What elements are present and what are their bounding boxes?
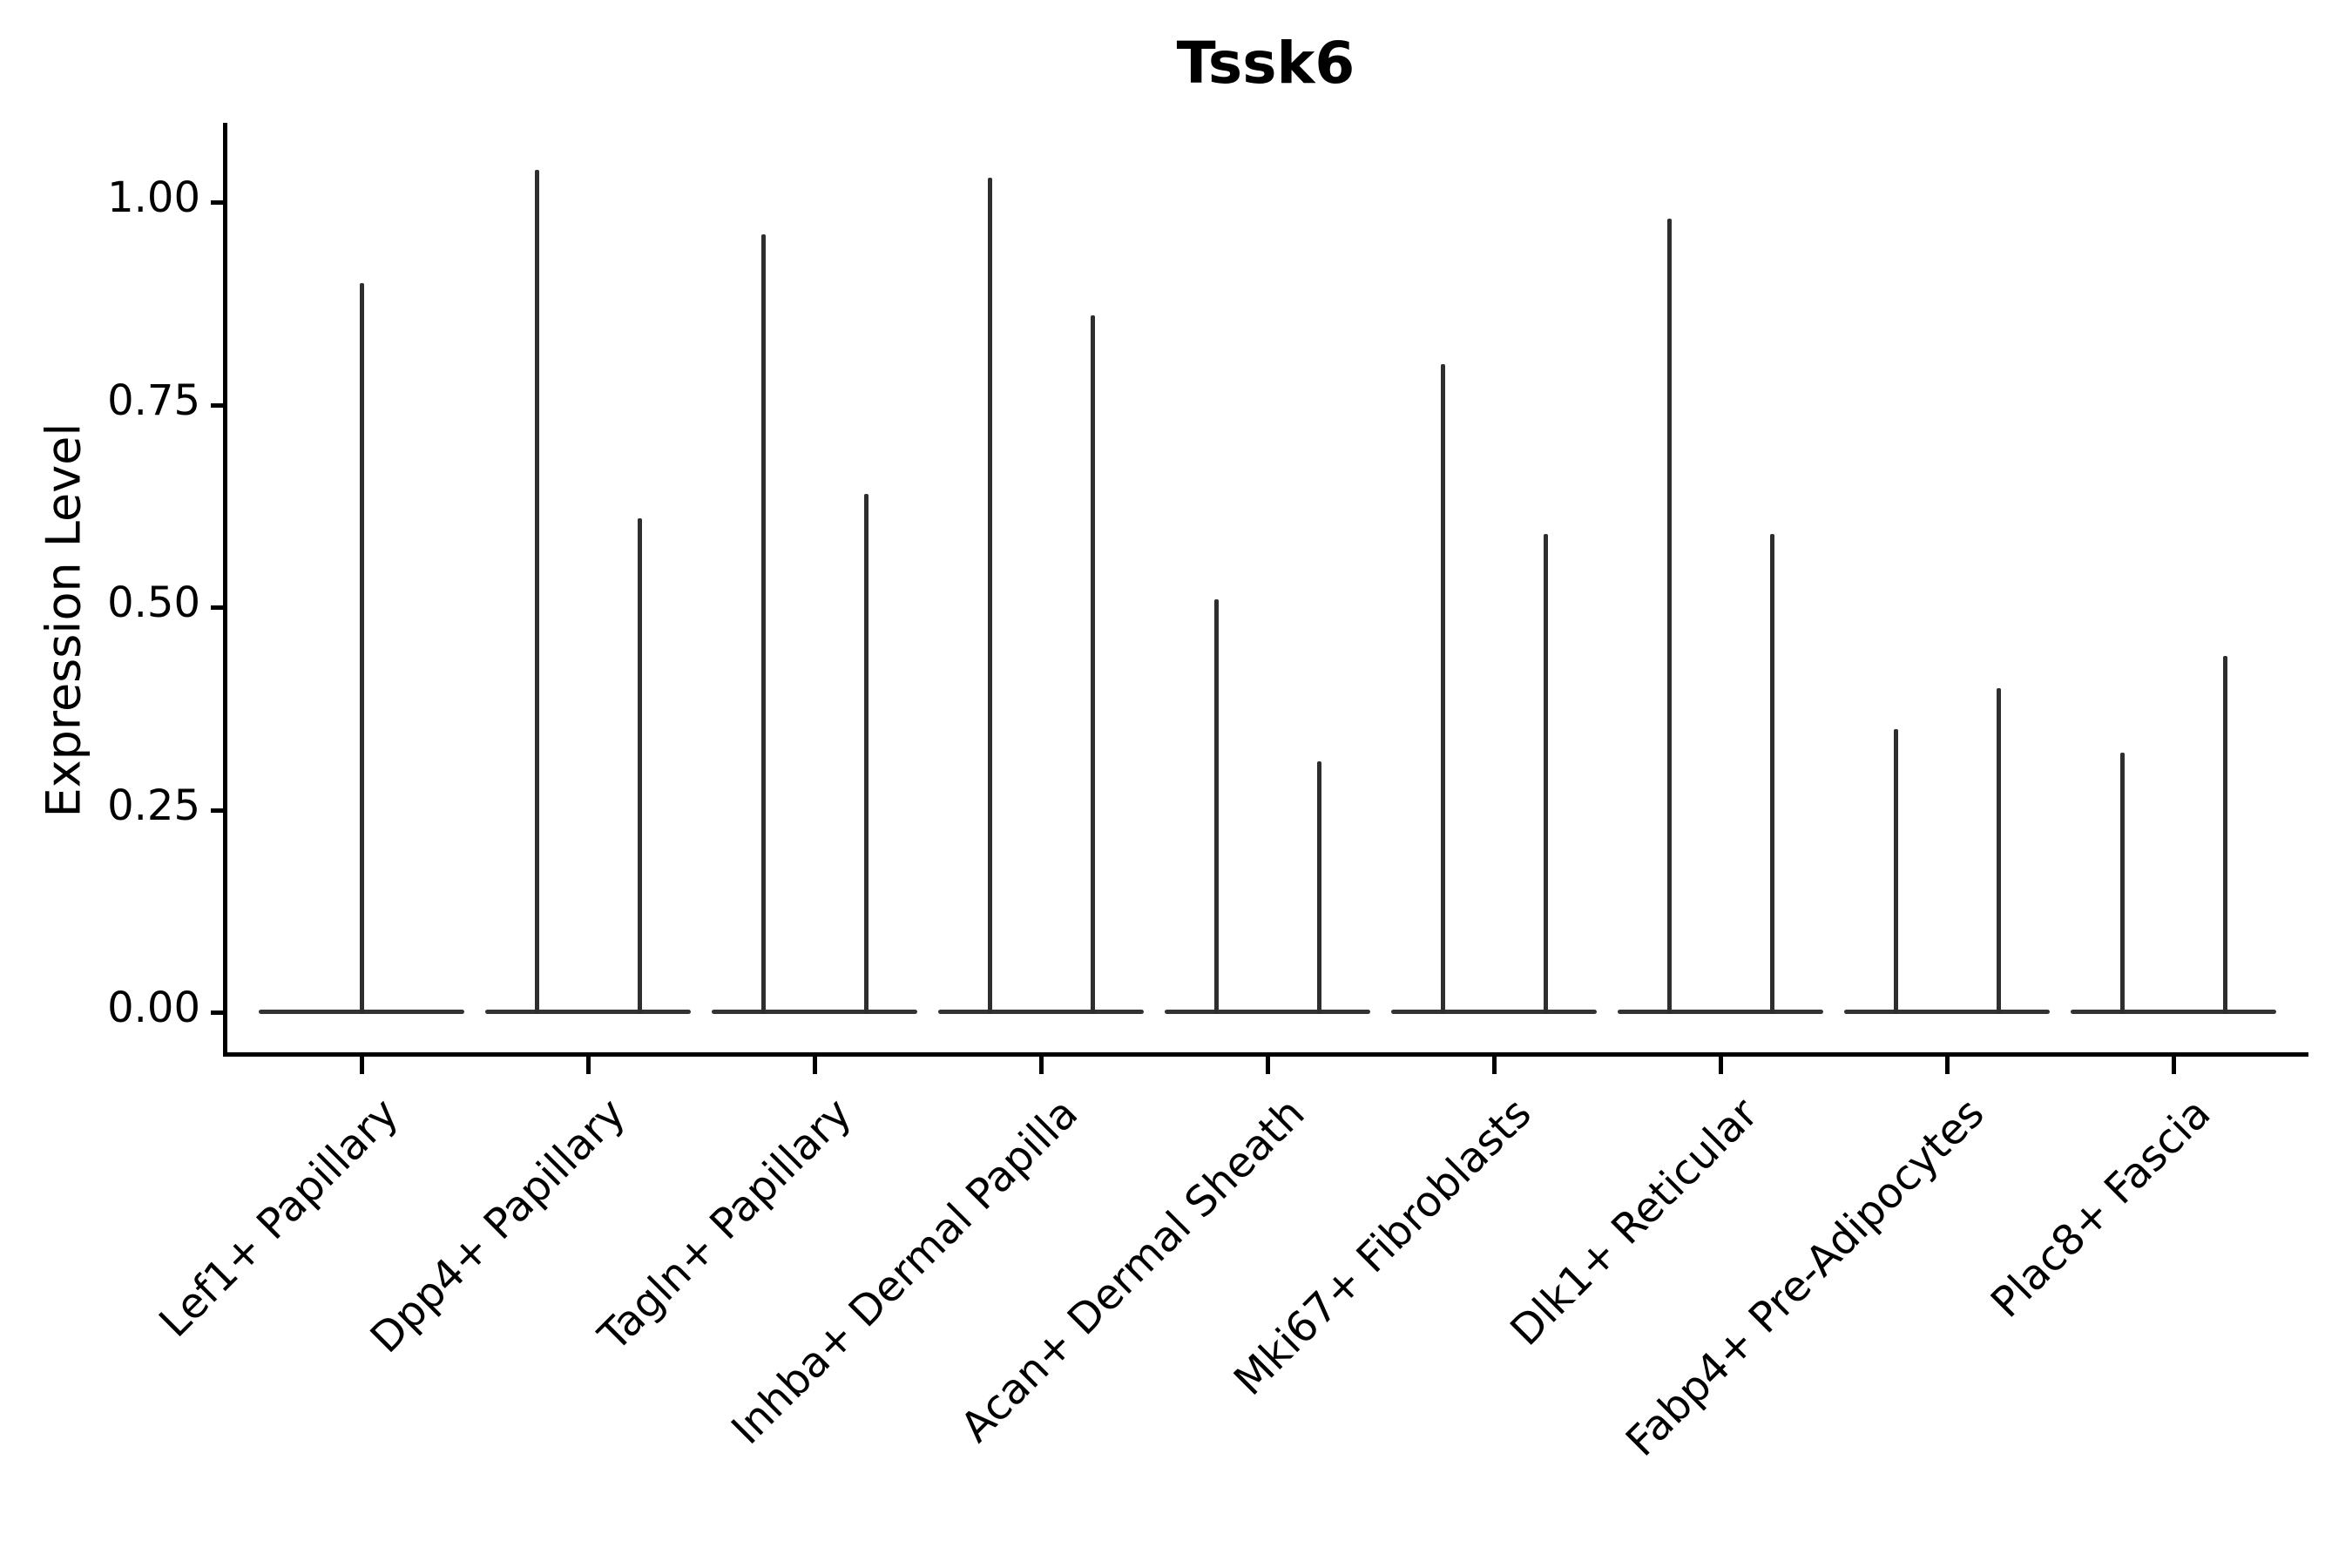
violin-spike (1090, 315, 1095, 1014)
x-tick-mark (586, 1055, 591, 1074)
x-tick-mark (360, 1055, 364, 1074)
chart-title: Tssk6 (1176, 30, 1355, 97)
violin-spike (2222, 655, 2227, 1014)
x-category-label: Dlk1+ Reticular (1500, 1089, 1767, 1355)
x-tick-mark (2172, 1055, 2176, 1074)
violin-spike (1440, 364, 1445, 1014)
y-tick-label: 1.00 (107, 173, 200, 222)
x-tick-mark (1945, 1055, 1950, 1074)
violin-base (1618, 1010, 1823, 1014)
x-axis-line (223, 1052, 2308, 1057)
x-tick-mark (1266, 1055, 1270, 1074)
x-tick-mark (1719, 1055, 1723, 1074)
violin-spike (760, 234, 766, 1014)
violin-spike (1893, 728, 1898, 1014)
violin-spike (1543, 534, 1548, 1014)
violin-spike (1316, 760, 1321, 1014)
violin-spike (1666, 218, 1672, 1014)
violin-base (1844, 1010, 2050, 1014)
y-tick-mark (211, 605, 225, 610)
violin-spike (1213, 598, 1219, 1014)
y-tick-mark (211, 200, 225, 205)
x-category-label: Fabp4+ Pre-Adipocytes (1616, 1089, 1994, 1466)
violin-base (485, 1010, 691, 1014)
y-tick-label: 0.75 (107, 375, 200, 425)
y-tick-label: 0.00 (107, 983, 200, 1032)
x-category-label: Plac8+ Fascia (1982, 1089, 2220, 1328)
x-category-label: Lef1+ Papillary (150, 1089, 409, 1347)
violin-base (2071, 1010, 2276, 1014)
x-tick-mark (1492, 1055, 1497, 1074)
violin-base (1391, 1010, 1597, 1014)
violin-spike (359, 283, 364, 1014)
violin-base (938, 1010, 1144, 1014)
y-axis-line (223, 123, 227, 1057)
y-tick-mark (211, 808, 225, 813)
y-tick-mark (211, 402, 225, 408)
violin-base (712, 1010, 917, 1014)
violin-spike (2119, 753, 2125, 1014)
y-tick-label: 0.50 (107, 578, 200, 627)
violin-spike (1996, 688, 2001, 1014)
violin-spike (987, 178, 992, 1014)
x-tick-mark (1039, 1055, 1044, 1074)
violin-base (1165, 1010, 1370, 1014)
violin-spike (1769, 534, 1774, 1014)
violin-spike (637, 517, 642, 1014)
y-tick-label: 0.25 (107, 781, 200, 830)
violin-spike (534, 169, 539, 1014)
y-tick-mark (211, 1010, 225, 1015)
violin-spike (863, 493, 868, 1014)
x-tick-mark (813, 1055, 817, 1074)
